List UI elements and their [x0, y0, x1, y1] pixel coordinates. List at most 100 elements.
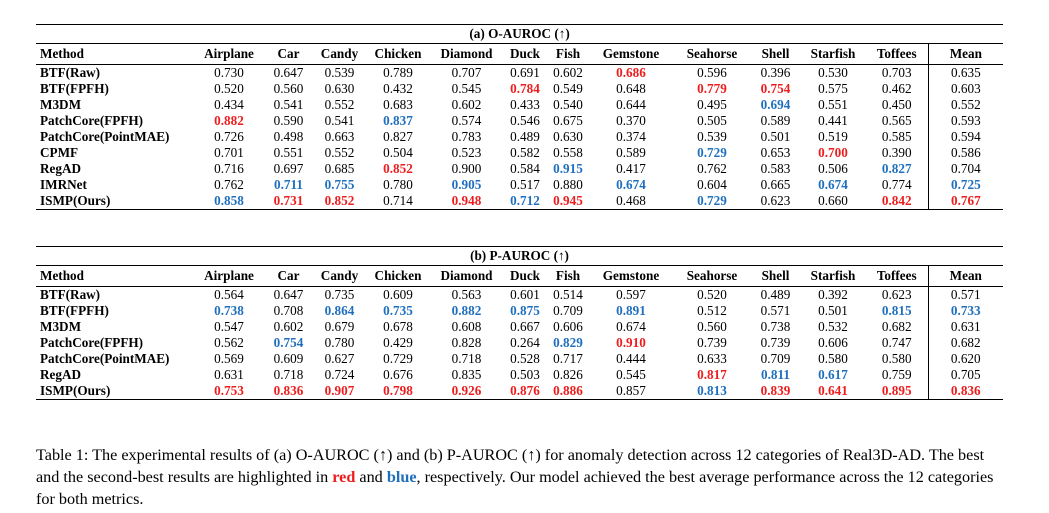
value-cell: 0.520 — [697, 287, 727, 302]
method-name: PatchCore(FPFH) — [40, 335, 144, 350]
value-cell: 0.700 — [818, 145, 848, 160]
value-cell: 0.608 — [451, 319, 482, 334]
value-cell: 0.501 — [760, 129, 791, 144]
header-row: Method Airplane Car Candy Chicken Diamond Duck… — [36, 265, 1004, 287]
table-row: ISMP(Ours) 0.858 0.731 0.852 0.714 0.948 0.712… — [36, 193, 1004, 210]
value-cell: 0.501 — [818, 303, 848, 318]
value-cell: 0.571 — [927, 286, 1004, 303]
column-header: Shell — [751, 43, 800, 65]
table-row: PatchCore(PointMAE) 0.569 0.609 0.627 0.729 0… — [36, 351, 1004, 367]
value-cell: 0.708 — [273, 303, 304, 318]
value-cell: 0.441 — [818, 113, 848, 128]
value-cell: 0.836 — [264, 383, 313, 400]
value-cell: 0.489 — [510, 129, 540, 144]
column-header: Toffees — [866, 265, 928, 287]
column-header: Toffees — [866, 43, 928, 65]
value-cell: 0.545 — [451, 81, 482, 96]
value-cell: 0.729 — [383, 351, 413, 366]
value-cell: 0.828 — [451, 335, 482, 350]
header-row: Method Airplane Car Candy Chicken Diamond Duck… — [36, 43, 1004, 65]
column-header: Seahorse — [673, 43, 751, 65]
value-cell: 0.738 — [760, 319, 791, 334]
value-cell: 0.707 — [451, 65, 482, 80]
column-header: Duck — [503, 265, 547, 287]
value-cell: 0.857 — [589, 383, 673, 400]
method-name: CPMF — [40, 145, 79, 160]
value-cell: 0.417 — [616, 161, 646, 176]
value-cell: 0.558 — [553, 145, 583, 160]
method-name: M3DM — [40, 97, 82, 112]
value-cell: 0.837 — [383, 113, 413, 128]
value-cell: 0.617 — [818, 367, 848, 382]
value-cell: 0.729 — [697, 145, 727, 160]
value-cell: 0.609 — [273, 351, 304, 366]
caption-prefix: Table 1: The experimental results of (a)… — [36, 446, 985, 487]
value-cell: 0.589 — [760, 113, 791, 128]
value-cell: 0.560 — [273, 81, 304, 96]
value-cell: 0.512 — [697, 303, 727, 318]
column-header: Chicken — [366, 43, 430, 65]
column-header: Mean — [927, 43, 1004, 65]
value-cell: 0.495 — [697, 97, 727, 112]
value-cell: 0.635 — [927, 64, 1004, 81]
value-cell: 0.602 — [553, 65, 583, 80]
value-cell: 0.691 — [510, 65, 540, 80]
value-cell: 0.539 — [324, 65, 355, 80]
value-cell: 0.817 — [697, 367, 727, 382]
value-cell: 0.532 — [818, 319, 848, 334]
value-cell: 0.552 — [324, 145, 355, 160]
method-name: PatchCore(FPFH) — [40, 113, 144, 128]
value-cell: 0.705 — [927, 367, 1004, 383]
value-cell: 0.711 — [274, 177, 303, 192]
value-cell: 0.620 — [927, 351, 1004, 367]
value-cell: 0.433 — [510, 97, 540, 112]
value-cell: 0.565 — [881, 113, 912, 128]
value-cell: 0.523 — [451, 145, 482, 160]
value-cell: 0.631 — [927, 319, 1004, 335]
value-cell: 0.753 — [194, 383, 264, 400]
value-cell: 0.541 — [324, 113, 355, 128]
value-cell: 0.667 — [510, 319, 540, 334]
value-cell: 0.739 — [697, 335, 727, 350]
value-cell: 0.826 — [553, 367, 583, 382]
value-cell: 0.432 — [383, 81, 413, 96]
column-header: Shell — [751, 265, 800, 287]
value-cell: 0.718 — [451, 351, 482, 366]
column-header: Gemstone — [589, 265, 673, 287]
method-name: BTF(FPFH) — [40, 81, 109, 96]
value-cell: 0.444 — [616, 351, 646, 366]
value-cell: 0.574 — [451, 113, 482, 128]
value-cell: 0.623 — [751, 193, 800, 210]
value-cell: 0.836 — [927, 383, 1004, 400]
column-header: Candy — [313, 265, 366, 287]
value-cell: 0.789 — [383, 65, 413, 80]
value-cell: 0.682 — [881, 319, 912, 334]
value-cell: 0.586 — [927, 145, 1004, 161]
column-header: Gemstone — [589, 43, 673, 65]
value-cell: 0.891 — [616, 303, 646, 318]
value-cell: 0.726 — [214, 129, 244, 144]
column-header: Method — [36, 265, 194, 287]
value-cell: 0.945 — [547, 193, 589, 210]
value-cell: 0.569 — [214, 351, 244, 366]
value-cell: 0.759 — [881, 367, 912, 382]
table-row: BTF(Raw) 0.730 0.647 0.539 0.789 0.707 0.691 0.… — [36, 64, 1004, 81]
value-cell: 0.604 — [697, 177, 727, 192]
value-cell: 0.683 — [383, 97, 413, 112]
value-cell: 0.813 — [673, 383, 751, 400]
value-cell: 0.829 — [553, 335, 583, 350]
column-header: Car — [264, 265, 313, 287]
column-header: Airplane — [194, 43, 264, 65]
value-cell: 0.762 — [214, 177, 244, 192]
value-cell: 0.767 — [927, 193, 1004, 210]
value-cell: 0.606 — [553, 319, 583, 334]
value-cell: 0.755 — [324, 177, 355, 192]
value-cell: 0.886 — [547, 383, 589, 400]
value-cell: 0.815 — [881, 303, 912, 318]
value-cell: 0.582 — [510, 145, 540, 160]
value-cell: 0.704 — [927, 161, 1004, 177]
table-caption: Table 1: The experimental results of (a)… — [36, 444, 1008, 510]
value-cell: 0.631 — [214, 367, 244, 382]
value-cell: 0.731 — [264, 193, 313, 210]
value-cell: 0.551 — [818, 97, 848, 112]
